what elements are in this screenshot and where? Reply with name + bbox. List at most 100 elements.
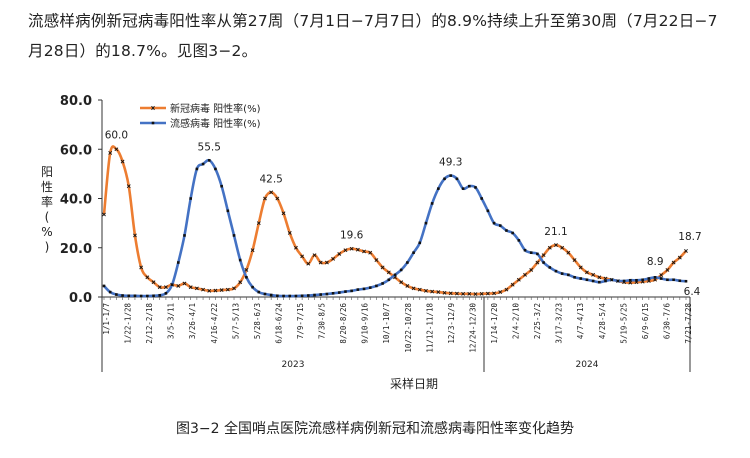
flu-point bbox=[220, 184, 223, 188]
flu-point bbox=[170, 283, 174, 286]
intro-line-2: 月28日）的18.7%。见图3−2。 bbox=[28, 42, 258, 60]
legend-label: 新冠病毒 阳性率(%) bbox=[170, 102, 261, 115]
flu-point bbox=[579, 277, 583, 280]
flu-point bbox=[319, 293, 323, 296]
covid-point bbox=[294, 245, 298, 250]
flu-point bbox=[511, 231, 514, 235]
covid-point bbox=[145, 275, 150, 280]
intro-paragraph: 流感样病例新冠病毒阳性率从第27周（7月1日−7月7日）的8.9%持续上升至第3… bbox=[28, 6, 728, 66]
covid-point bbox=[374, 258, 379, 262]
flu-point bbox=[480, 197, 483, 200]
covid-point bbox=[306, 261, 311, 266]
y-tick-label: 40.0 bbox=[60, 193, 92, 208]
x-tick-label: 6/9-6/15 bbox=[641, 303, 650, 339]
flu-point bbox=[641, 278, 644, 282]
covid-point bbox=[653, 277, 657, 282]
covid-point bbox=[461, 291, 466, 296]
y-axis-label-char: 阳 bbox=[41, 165, 53, 179]
covid-point bbox=[256, 221, 261, 226]
flu-point bbox=[622, 279, 626, 283]
data-label: 55.5 bbox=[198, 141, 221, 153]
flu-point bbox=[635, 278, 638, 282]
covid-point bbox=[448, 291, 453, 296]
covid-point bbox=[250, 248, 255, 253]
covid-point bbox=[535, 260, 540, 265]
flu-point bbox=[430, 202, 434, 205]
x-tick-label: 10/1-10/7 bbox=[382, 303, 391, 344]
flu-point bbox=[616, 279, 620, 283]
flu-point bbox=[412, 251, 415, 254]
flu-point bbox=[548, 266, 552, 269]
flu-point bbox=[474, 186, 477, 189]
flu-point bbox=[443, 177, 446, 181]
covid-point bbox=[677, 255, 682, 260]
positivity-rate-chart: 0.0 20.0 40.0 60.0 80.0 2023 2024 1/1-1/7 1/22-… bbox=[41, 94, 702, 391]
y-axis-label-char: 性 bbox=[41, 180, 53, 194]
covid-point bbox=[436, 290, 441, 294]
covid-point bbox=[659, 273, 664, 278]
flu-point bbox=[449, 174, 453, 177]
flu-point bbox=[232, 234, 236, 237]
y-tick-label: 0.0 bbox=[69, 291, 92, 306]
flu-point bbox=[647, 277, 651, 280]
covid-point bbox=[510, 282, 515, 287]
covid-point bbox=[578, 265, 583, 270]
flu-point bbox=[659, 277, 663, 280]
flu-point bbox=[672, 278, 675, 282]
covid-point bbox=[368, 250, 373, 255]
covid-point bbox=[163, 285, 168, 290]
flu-point bbox=[678, 279, 682, 283]
flu-point bbox=[307, 294, 310, 297]
flu-point bbox=[115, 293, 118, 296]
covid-point bbox=[442, 290, 447, 295]
covid-point bbox=[355, 247, 360, 252]
flu-point bbox=[337, 291, 341, 294]
flu-point bbox=[158, 293, 162, 297]
covid-point bbox=[318, 260, 323, 265]
y-axis-label-char: 率 bbox=[41, 194, 53, 209]
covid-point bbox=[684, 249, 688, 253]
flu-point bbox=[300, 294, 304, 298]
legend-marker bbox=[151, 121, 155, 125]
covid-point bbox=[269, 190, 274, 195]
x-tick-label: 7/30-8/5 bbox=[318, 303, 327, 339]
flu-point bbox=[406, 261, 409, 264]
flu-point bbox=[455, 177, 459, 181]
flu-point bbox=[313, 293, 316, 297]
x-tick-label: 3/5-3/11 bbox=[167, 303, 176, 339]
flu-point bbox=[585, 278, 589, 282]
data-label: 21.1 bbox=[544, 226, 567, 238]
covid-point bbox=[133, 233, 137, 238]
flu-point bbox=[294, 294, 298, 298]
covid-point bbox=[492, 291, 496, 296]
flu-point bbox=[356, 288, 360, 291]
covid-point bbox=[430, 289, 435, 294]
flu-point bbox=[529, 251, 533, 254]
covid-point bbox=[504, 287, 509, 292]
covid-point bbox=[225, 287, 230, 292]
covid-point bbox=[498, 290, 503, 294]
covid-point bbox=[207, 288, 212, 293]
x-tick-label: 10/22-10/28 bbox=[404, 303, 413, 353]
covid-point bbox=[337, 251, 342, 256]
covid-point bbox=[102, 212, 106, 217]
flu-point bbox=[164, 292, 168, 295]
covid-point bbox=[219, 288, 224, 293]
flu-point bbox=[350, 289, 353, 293]
covid-point bbox=[585, 270, 589, 275]
y-tick-label: 60.0 bbox=[60, 143, 92, 158]
covid-point bbox=[523, 272, 527, 277]
covid-point bbox=[287, 231, 292, 235]
covid-point bbox=[300, 254, 305, 259]
data-label: 18.7 bbox=[678, 231, 701, 243]
y-tick-label: 80.0 bbox=[60, 94, 92, 109]
x-tick-label: 7/9-7/15 bbox=[296, 303, 305, 339]
flu-point bbox=[610, 278, 614, 282]
x-tick-label: 9/10-9/16 bbox=[361, 303, 370, 344]
covid-point bbox=[547, 245, 552, 250]
covid-point bbox=[176, 284, 181, 288]
flu-point bbox=[282, 294, 285, 298]
flu-point bbox=[542, 261, 545, 264]
flu-point bbox=[152, 294, 155, 298]
covid-point bbox=[386, 270, 391, 275]
